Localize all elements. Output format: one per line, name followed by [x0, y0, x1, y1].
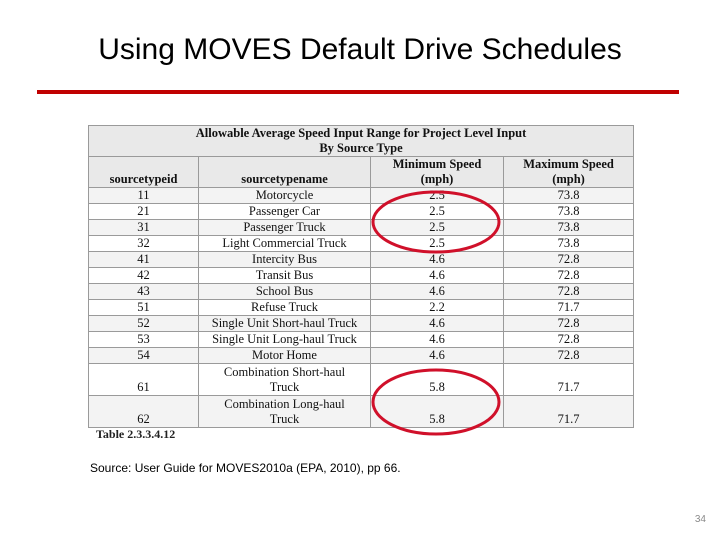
cell-max: 72.8	[502, 251, 635, 268]
header-maximum-speed: Maximum Speed (mph)	[502, 156, 635, 188]
cell-name: Refuse Truck	[198, 299, 371, 316]
table-row: 53 Single Unit Long-haul Truck 4.6 72.8	[88, 331, 635, 348]
cell-name: Single Unit Short-haul Truck	[198, 315, 371, 332]
cell-name-line-2: Truck	[269, 411, 300, 426]
table-row: 43 School Bus 4.6 72.8	[88, 283, 635, 300]
cell-min: 2.2	[370, 299, 504, 316]
cell-id: 62	[88, 395, 199, 428]
cell-min: 2.5	[370, 187, 504, 204]
cell-max: 73.8	[502, 235, 635, 252]
table-title-line-2: By Source Type	[319, 141, 403, 155]
cell-max: 73.8	[502, 187, 635, 204]
header-min-line-1: Minimum Speed	[392, 157, 482, 171]
cell-id: 42	[88, 267, 199, 284]
cell-name: Passenger Truck	[198, 219, 371, 236]
cell-name: Intercity Bus	[198, 251, 371, 268]
cell-name: Passenger Car	[198, 203, 371, 220]
title-underline	[37, 90, 679, 94]
cell-id: 11	[88, 187, 199, 204]
cell-name-line-2: Truck	[269, 379, 300, 394]
header-minimum-speed: Minimum Speed (mph)	[370, 156, 504, 188]
cell-max: 72.8	[502, 283, 635, 300]
cell-name: Transit Bus	[198, 267, 371, 284]
table-title-row: Allowable Average Speed Input Range for …	[87, 125, 635, 157]
cell-name: School Bus	[198, 283, 371, 300]
source-citation: Source: User Guide for MOVES2010a (EPA, …	[90, 461, 401, 475]
header-sourcetypeid: sourcetypeid	[88, 156, 199, 188]
cell-max: 72.8	[502, 267, 635, 284]
header-min-line-2: (mph)	[420, 172, 454, 186]
cell-name-line-1: Combination Short-haul	[223, 364, 346, 379]
cell-min: 4.6	[370, 283, 504, 300]
cell-id: 31	[88, 219, 199, 236]
cell-id: 51	[88, 299, 199, 316]
cell-name: Light Commercial Truck	[198, 235, 371, 252]
cell-name-line-1: Combination Long-haul	[224, 396, 345, 411]
cell-max: 73.8	[502, 219, 635, 236]
table-caption: Table 2.3.3.4.12	[96, 427, 176, 441]
cell-id: 61	[88, 363, 199, 396]
cell-max: 72.8	[502, 315, 635, 332]
cell-id: 43	[88, 283, 199, 300]
table-row: 32 Light Commercial Truck 2.5 73.8	[88, 235, 635, 252]
cell-min: 4.6	[370, 331, 504, 348]
cell-id: 32	[88, 235, 199, 252]
page-number: 34	[694, 514, 706, 525]
table-row: 11 Motorcycle 2.5 73.8	[88, 187, 635, 204]
table-row: 31 Passenger Truck 2.5 73.8	[88, 219, 635, 236]
cell-max: 71.7	[502, 299, 635, 316]
table-title-line-1: Allowable Average Speed Input Range for …	[195, 126, 527, 140]
table-header-row: sourcetypeid sourcetypename Minimum Spee…	[88, 156, 635, 188]
cell-name: Motor Home	[198, 347, 371, 364]
cell-name: Single Unit Long-haul Truck	[198, 331, 371, 348]
header-max-line-1: Maximum Speed	[523, 157, 614, 171]
cell-max: 72.8	[502, 347, 635, 364]
speed-range-table: Allowable Average Speed Input Range for …	[87, 125, 635, 428]
table-row: 42 Transit Bus 4.6 72.8	[88, 267, 635, 284]
cell-id: 53	[88, 331, 199, 348]
cell-id: 54	[88, 347, 199, 364]
header-sourcetypename: sourcetypename	[198, 156, 371, 188]
table-row: 54 Motor Home 4.6 72.8	[88, 347, 635, 364]
cell-id: 21	[88, 203, 199, 220]
table-row: 21 Passenger Car 2.5 73.8	[88, 203, 635, 220]
cell-id: 52	[88, 315, 199, 332]
cell-min: 5.8	[370, 395, 504, 428]
table-row: 41 Intercity Bus 4.6 72.8	[88, 251, 635, 268]
slide-title: Using MOVES Default Drive Schedules	[98, 33, 622, 66]
cell-min: 4.6	[370, 347, 504, 364]
table-row: 61 Combination Short-haul Truck 5.8 71.7	[88, 363, 635, 396]
cell-name: Combination Short-haul Truck	[198, 363, 371, 396]
speed-range-table-image: Allowable Average Speed Input Range for …	[87, 125, 635, 441]
cell-min: 2.5	[370, 219, 504, 236]
cell-min: 4.6	[370, 267, 504, 284]
cell-min: 2.5	[370, 235, 504, 252]
table-title: Allowable Average Speed Input Range for …	[87, 125, 635, 157]
table-row: 51 Refuse Truck 2.2 71.7	[88, 299, 635, 316]
cell-min: 5.8	[370, 363, 504, 396]
cell-min: 4.6	[370, 251, 504, 268]
cell-max: 71.7	[502, 395, 635, 428]
cell-name: Combination Long-haul Truck	[198, 395, 371, 428]
cell-name: Motorcycle	[198, 187, 371, 204]
cell-max: 73.8	[502, 203, 635, 220]
cell-min: 4.6	[370, 315, 504, 332]
cell-min: 2.5	[370, 203, 504, 220]
table-row: 62 Combination Long-haul Truck 5.8 71.7	[88, 395, 635, 428]
header-max-line-2: (mph)	[552, 172, 585, 186]
cell-id: 41	[88, 251, 199, 268]
cell-max: 71.7	[502, 363, 635, 396]
table-row: 52 Single Unit Short-haul Truck 4.6 72.8	[88, 315, 635, 332]
cell-max: 72.8	[502, 331, 635, 348]
